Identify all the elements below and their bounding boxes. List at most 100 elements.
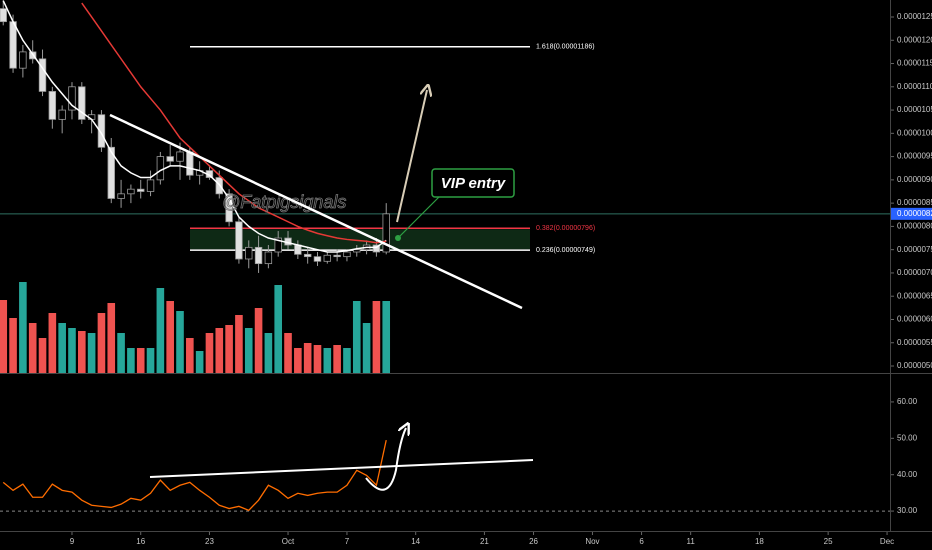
- candle-body: [343, 251, 351, 258]
- target-arrow: [396, 90, 427, 223]
- trend-line: [109, 113, 523, 310]
- x-tick-label: 21: [480, 537, 489, 546]
- y-tick-label: 0.00001100: [897, 82, 932, 91]
- rsi-arrow: [365, 428, 406, 491]
- candle-body: [48, 91, 57, 120]
- candle-body: [58, 109, 66, 120]
- volume-bar: [343, 348, 351, 373]
- volume-bar: [87, 333, 96, 373]
- volume-bar: [372, 301, 381, 373]
- candle-body: [313, 256, 322, 262]
- x-tick-label: 7: [345, 537, 350, 546]
- candle-body: [186, 151, 194, 176]
- x-tick-label: Oct: [282, 537, 295, 546]
- x-tick-label: 23: [205, 537, 214, 546]
- volume-bar: [235, 315, 243, 373]
- y-tick-label: 0.00000550: [897, 338, 932, 347]
- volume-bar: [78, 331, 86, 373]
- last-price-box: [890, 207, 932, 220]
- volume-bar: [186, 338, 194, 373]
- volume-bar: [146, 348, 155, 373]
- y-tick-label: 0.00000600: [897, 315, 932, 324]
- y-tick-label: 0.00000850: [897, 198, 932, 207]
- candle-body: [274, 237, 282, 253]
- candle-body: [137, 188, 145, 192]
- volume-bar: [323, 348, 332, 373]
- volume-bar: [156, 288, 165, 373]
- candle-body: [254, 246, 263, 265]
- y-tick-label: 0.00001200: [897, 35, 932, 44]
- candle-body: [333, 254, 341, 258]
- candle-body: [117, 193, 125, 199]
- candle-body: [245, 246, 253, 260]
- candle-body: [38, 58, 47, 92]
- watermark: @Fatpigsignals: [222, 192, 346, 212]
- rsi-line: [2, 439, 387, 512]
- volume-bar: [225, 325, 233, 373]
- volume-bar: [48, 313, 57, 373]
- volume-bar: [0, 300, 8, 373]
- y-tick-label: 0.00000750: [897, 245, 932, 254]
- volume-bar: [176, 311, 184, 373]
- volume-bar: [244, 328, 253, 373]
- x-tick-label: 16: [136, 537, 145, 546]
- y-tick-label: 0.00000800: [897, 222, 932, 231]
- y-tick-label: 40.00: [897, 470, 918, 479]
- x-tick-label: 25: [824, 537, 833, 546]
- candle-body: [78, 86, 86, 120]
- volume-bar: [274, 285, 283, 373]
- y-tick-label: 0.00000900: [897, 175, 932, 184]
- volume-bar: [127, 348, 135, 373]
- volume-bar: [205, 333, 214, 373]
- volume-bar: [382, 301, 391, 373]
- callout-box: [431, 168, 515, 198]
- candle-body: [68, 86, 76, 111]
- volume-bar: [136, 348, 145, 373]
- volume-bar: [284, 333, 292, 373]
- y-tick-label: 60.00: [897, 397, 918, 406]
- volume-bar: [166, 301, 174, 373]
- y-tick-label: 0.00000650: [897, 291, 932, 300]
- x-tick-label: 11: [686, 537, 695, 546]
- callout-line: [397, 195, 441, 239]
- candle-body: [303, 253, 312, 258]
- candle-body: [107, 146, 115, 199]
- volume-bar: [68, 328, 76, 373]
- volume-bar: [28, 323, 37, 373]
- x-tick-label: 9: [70, 537, 75, 546]
- candle-body: [372, 244, 381, 253]
- y-tick-label: 0.00000500: [897, 361, 932, 370]
- candle-body: [323, 254, 332, 262]
- y-tick-label: 50.00: [897, 433, 918, 442]
- volume-bar: [97, 313, 106, 373]
- candle-body: [19, 51, 27, 69]
- moving-average: [2, 0, 387, 253]
- entry-dot: [395, 235, 401, 241]
- x-tick-label: 26: [529, 537, 538, 546]
- volume-bar: [333, 345, 341, 373]
- volume-bar: [38, 338, 47, 373]
- volume-bar: [264, 333, 273, 373]
- candle-body: [9, 21, 17, 69]
- volume-bar: [107, 303, 116, 373]
- candle-body: [353, 249, 361, 253]
- volume-bar: [215, 328, 224, 373]
- x-tick-label: Dec: [880, 537, 894, 546]
- candle-body: [97, 114, 106, 148]
- y-tick-label: 0.00001050: [897, 105, 932, 114]
- y-tick-label: 0.00001250: [897, 12, 932, 21]
- volume-bar: [294, 348, 302, 373]
- candle-body: [156, 156, 165, 181]
- candle-body: [176, 151, 184, 162]
- y-tick-label: 0.00000700: [897, 268, 932, 277]
- y-tick-label: 0.00001000: [897, 128, 932, 137]
- x-tick-label: Nov: [585, 537, 599, 546]
- fib-label: 1.618(0.00001186): [536, 44, 595, 51]
- candle-body: [127, 188, 135, 195]
- candle-body: [235, 221, 243, 260]
- x-tick-label: 14: [411, 537, 420, 546]
- candle-body: [225, 193, 233, 223]
- y-tick-label: 0.00000950: [897, 152, 932, 161]
- y-tick-label: 30.00: [897, 506, 918, 515]
